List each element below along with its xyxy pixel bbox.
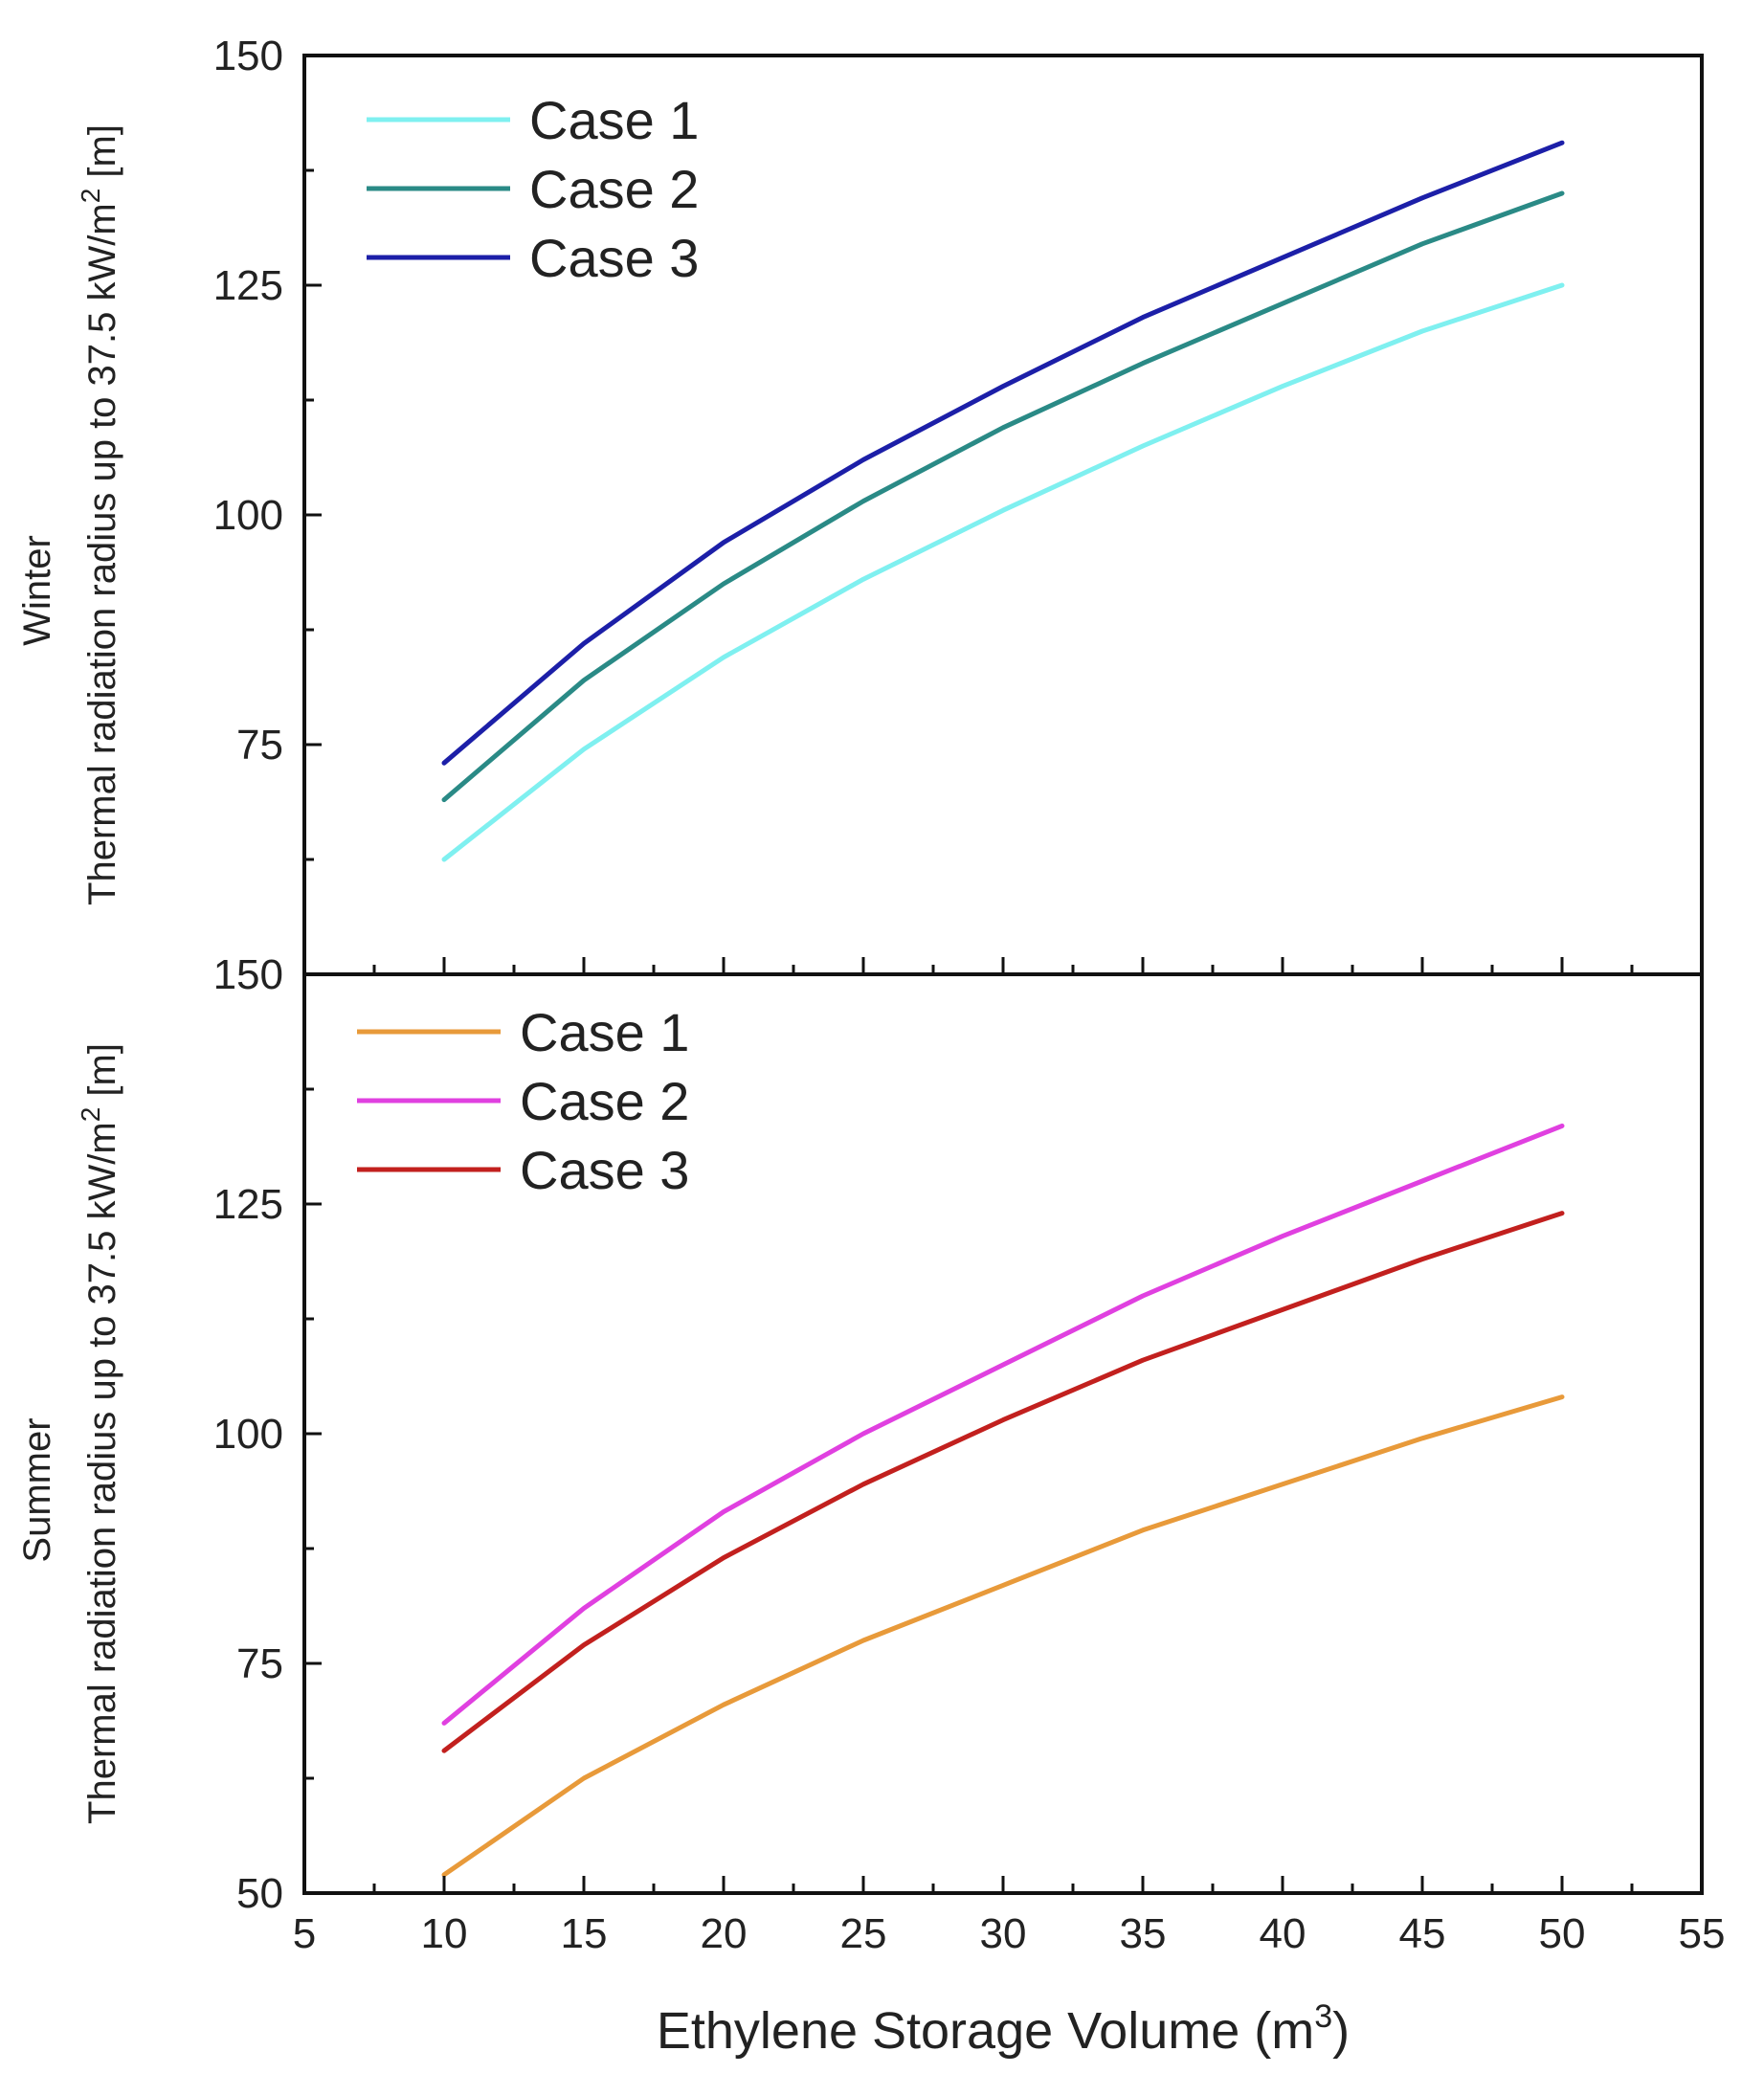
winter-plot-area	[441, 140, 1565, 862]
x-axis-ticks: 5 10 15 20 25 30 35 40 45 50 55	[293, 1910, 1726, 1957]
summer-series-case-3	[441, 1211, 1565, 1753]
x-axis-label: Ethylene Storage Volume (m3)	[657, 1998, 1350, 2060]
winter-legend-label: Case 1	[529, 90, 699, 150]
summer-legend: Case 1 Case 2 Case 3	[357, 1002, 689, 1200]
summer-y-tick-label: 50	[236, 1870, 283, 1917]
summer-legend-label: Case 1	[520, 1002, 689, 1062]
winter-panel: 75 100 125 150 150 Case 1 Case 2 Case 3 Therma…	[16, 33, 1704, 998]
summer-legend-label: Case 2	[520, 1071, 689, 1131]
winter-y-tick-label: 150	[213, 33, 283, 79]
winter-legend-label: Case 3	[529, 228, 699, 288]
x-tick-label: 5	[293, 1910, 316, 1957]
winter-series-case-3	[441, 140, 1565, 766]
summer-y-tick-label: 125	[213, 1181, 283, 1228]
winter-y-tick-label: 125	[213, 262, 283, 309]
x-tick-label: 55	[1679, 1910, 1726, 1957]
winter-series-case-2	[441, 190, 1565, 803]
x-tick-label: 10	[421, 1910, 468, 1957]
x-tick-label: 25	[840, 1910, 887, 1957]
winter-y-tick-label: 100	[213, 492, 283, 539]
x-tick-label: 50	[1539, 1910, 1586, 1957]
winter-ticks: 75 100 125 150 150	[213, 33, 1704, 998]
x-tick-label: 20	[701, 1910, 748, 1957]
summer-legend-label: Case 3	[520, 1140, 689, 1200]
x-tick-label: 15	[561, 1910, 608, 1957]
summer-series-case-1	[441, 1394, 1565, 1878]
x-tick-label: 45	[1399, 1910, 1446, 1957]
summer-panel: 50 75 100 125 Case 1 Case 2 Case 3 Thermal ra…	[16, 972, 1704, 1917]
winter-legend-label: Case 2	[529, 159, 699, 219]
winter-y-tick-label: 75	[236, 722, 283, 769]
winter-legend: Case 1 Case 2 Case 3	[367, 90, 699, 288]
winter-y-bottom-tick-label: 150	[213, 951, 283, 998]
x-tick-label: 40	[1260, 1910, 1306, 1957]
summer-side-label: Summer	[16, 1417, 58, 1562]
winter-y-axis-label: Thermal radiation radius up to 37.5 kW/m…	[76, 124, 123, 905]
winter-series-case-1	[441, 282, 1565, 862]
summer-ticks: 50 75 100 125	[213, 972, 1704, 1917]
x-tick-label: 30	[980, 1910, 1027, 1957]
summer-y-tick-label: 75	[236, 1640, 283, 1687]
x-tick-label: 35	[1120, 1910, 1167, 1957]
summer-series-case-2	[441, 1123, 1565, 1726]
summer-y-tick-label: 100	[213, 1411, 283, 1458]
winter-side-label: Winter	[16, 535, 58, 646]
summer-y-axis-label: Thermal radiation radius up to 37.5 kW/m…	[76, 1043, 123, 1824]
summer-plot-area	[441, 1123, 1565, 1878]
